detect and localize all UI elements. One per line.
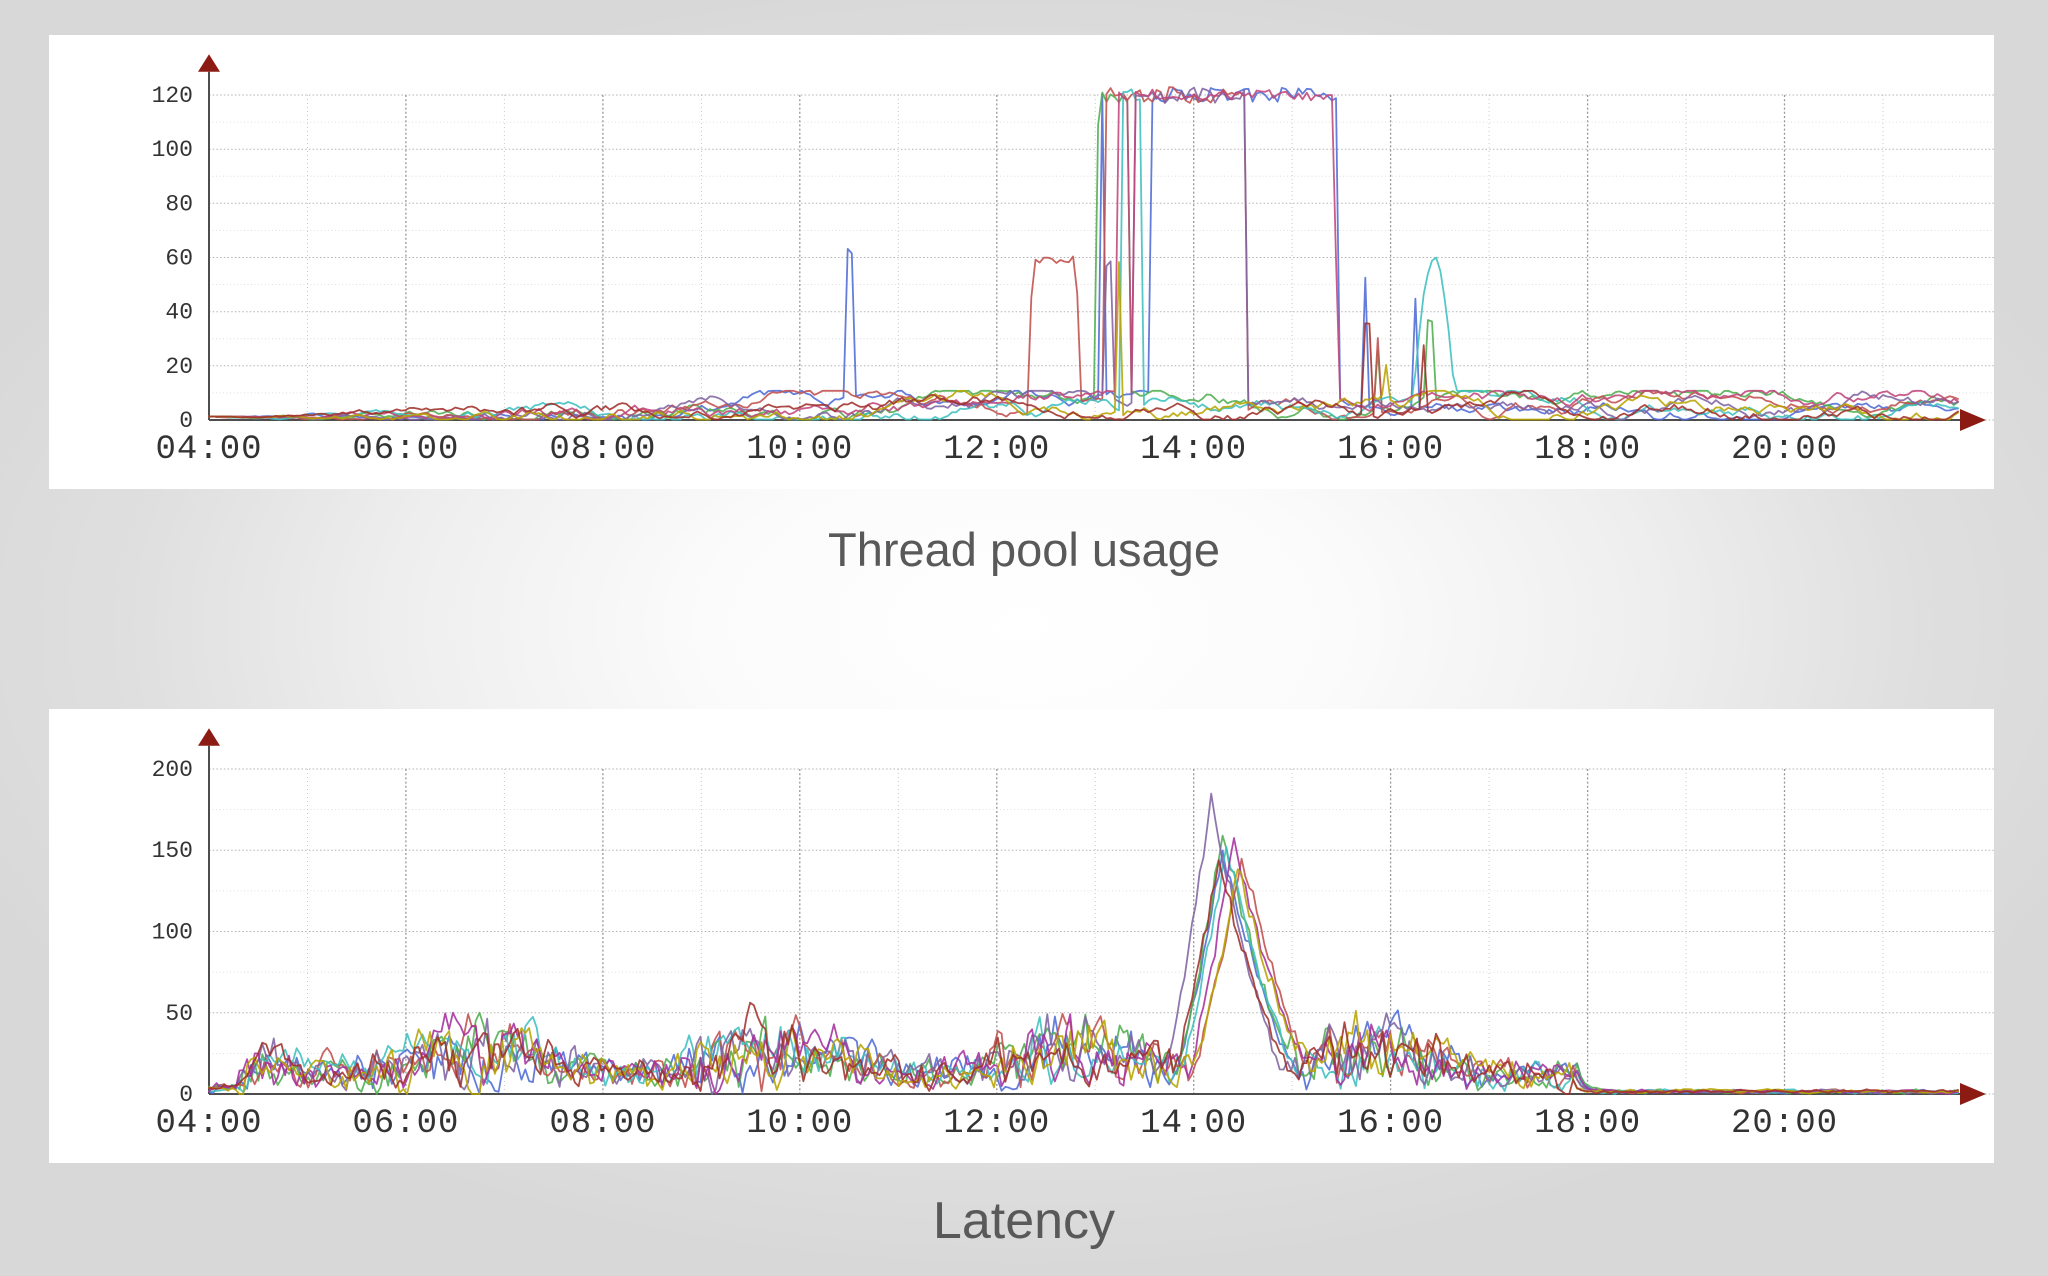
svg-text:16:00: 16:00 xyxy=(1337,431,1444,469)
svg-text:10:00: 10:00 xyxy=(746,1105,853,1143)
svg-text:18:00: 18:00 xyxy=(1534,431,1641,469)
svg-text:100: 100 xyxy=(152,137,193,163)
svg-text:20:00: 20:00 xyxy=(1731,431,1838,469)
svg-text:14:00: 14:00 xyxy=(1140,431,1247,469)
svg-text:04:00: 04:00 xyxy=(155,1105,262,1143)
svg-text:20:00: 20:00 xyxy=(1731,1105,1838,1143)
svg-text:16:00: 16:00 xyxy=(1337,1105,1444,1143)
svg-text:10:00: 10:00 xyxy=(746,431,853,469)
svg-text:80: 80 xyxy=(165,191,193,217)
svg-text:14:00: 14:00 xyxy=(1140,1105,1247,1143)
svg-text:100: 100 xyxy=(152,920,193,946)
svg-text:50: 50 xyxy=(165,1001,193,1027)
svg-text:18:00: 18:00 xyxy=(1534,1105,1641,1143)
svg-text:60: 60 xyxy=(165,246,193,272)
svg-text:04:00: 04:00 xyxy=(155,431,262,469)
svg-text:40: 40 xyxy=(165,300,193,326)
svg-text:120: 120 xyxy=(152,83,193,109)
svg-text:150: 150 xyxy=(152,838,193,864)
svg-text:08:00: 08:00 xyxy=(549,1105,656,1143)
svg-text:06:00: 06:00 xyxy=(352,1105,459,1143)
svg-text:12:00: 12:00 xyxy=(943,1105,1050,1143)
svg-text:08:00: 08:00 xyxy=(549,431,656,469)
svg-text:20: 20 xyxy=(165,354,193,380)
svg-text:200: 200 xyxy=(152,757,193,783)
svg-text:06:00: 06:00 xyxy=(352,431,459,469)
svg-text:12:00: 12:00 xyxy=(943,431,1050,469)
